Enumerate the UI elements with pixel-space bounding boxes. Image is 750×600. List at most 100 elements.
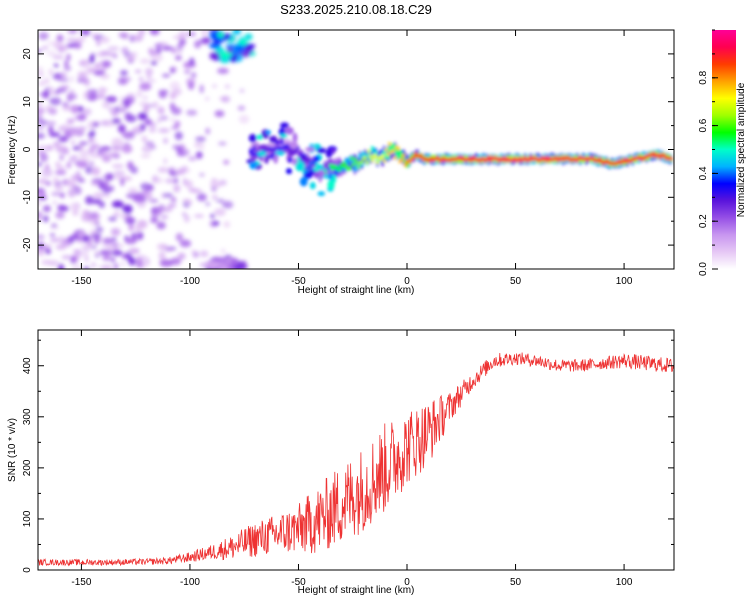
noise-speckle <box>89 144 101 149</box>
noise-speckle <box>132 193 144 203</box>
edge-blob <box>209 42 221 49</box>
noise-speckle <box>66 93 74 102</box>
noise-speckle <box>84 254 89 263</box>
noise-speckle <box>148 122 157 127</box>
noise-speckle <box>99 238 104 242</box>
track-scatter <box>327 158 334 164</box>
noise-speckle <box>56 34 64 43</box>
noise-speckle <box>49 226 60 230</box>
noise-speckle <box>117 124 126 133</box>
spectrogram-xtick-label: -150 <box>71 276 91 287</box>
track-mark <box>341 164 345 169</box>
snr-series-line <box>38 352 674 567</box>
noise-speckle <box>174 120 181 127</box>
noise-speckle <box>46 41 55 46</box>
noise-speckle <box>135 226 141 234</box>
noise-speckle <box>160 214 169 220</box>
noise-speckle <box>55 161 61 168</box>
track-mark <box>328 163 333 168</box>
noise-speckle <box>157 167 169 173</box>
track-scatter <box>316 147 326 154</box>
noise-speckle <box>53 141 61 146</box>
noise-speckle <box>77 73 88 82</box>
noise-speckle <box>69 127 82 136</box>
track-mark <box>334 170 338 176</box>
track-scatter <box>314 171 320 179</box>
noise-speckle <box>70 140 76 145</box>
noise-speckle <box>189 57 195 66</box>
edge-blob <box>231 258 239 266</box>
noise-speckle <box>170 197 177 203</box>
snr-axes: -150 -100 -50 0 50 100 0 100 200 300 400 <box>22 330 674 588</box>
colorbar-tick-label: 0.8 <box>698 70 709 84</box>
noise-speckle <box>59 154 64 161</box>
noise-speckle <box>113 262 119 269</box>
snr-xtick-label: -100 <box>180 577 200 588</box>
noise-speckle <box>139 123 146 132</box>
noise-speckle <box>39 92 51 96</box>
noise-speckle <box>134 69 142 73</box>
noise-speckle <box>161 207 173 212</box>
spectrogram-xtick-label: 100 <box>616 276 633 287</box>
track-mark <box>387 142 392 146</box>
noise-speckle <box>140 154 151 158</box>
spectrogram-marks <box>38 30 673 269</box>
noise-speckle <box>88 147 96 154</box>
track-scatter <box>264 157 269 164</box>
noise-speckle <box>118 244 124 248</box>
noise-speckle <box>54 145 67 149</box>
noise-speckle <box>212 221 220 226</box>
track-scatter <box>299 177 308 187</box>
noise-speckle <box>132 34 144 42</box>
noise-speckle <box>218 141 227 146</box>
track-mark <box>360 160 364 164</box>
track-mark <box>401 153 406 158</box>
track-scatter <box>309 182 316 190</box>
track-mark <box>393 156 397 160</box>
noise-speckle <box>214 110 225 118</box>
snr-xtick-label: -50 <box>291 577 306 588</box>
noise-speckle <box>175 55 182 61</box>
noise-speckle <box>115 107 120 112</box>
noise-speckle <box>39 81 44 86</box>
noise-speckle <box>44 76 50 84</box>
noise-speckle <box>107 245 116 250</box>
noise-speckle <box>158 91 167 99</box>
noise-speckle <box>48 125 54 134</box>
noise-speckle <box>84 61 89 70</box>
noise-speckle <box>98 181 106 190</box>
noise-speckle <box>238 114 250 124</box>
noise-speckle <box>122 204 133 214</box>
noise-speckle <box>157 117 162 124</box>
noise-speckle <box>38 215 43 222</box>
track-mark <box>269 147 274 152</box>
noise-speckle <box>85 195 94 205</box>
noise-speckle <box>167 169 175 175</box>
noise-speckle <box>52 55 65 60</box>
noise-speckle <box>41 46 49 50</box>
track-scatter <box>295 161 305 172</box>
noise-speckle <box>139 101 149 106</box>
noise-speckle <box>145 257 150 266</box>
noise-speckle <box>69 203 79 210</box>
noise-speckle <box>171 107 182 116</box>
noise-speckle <box>51 192 62 196</box>
noise-speckle <box>74 186 82 195</box>
noise-speckle <box>100 50 111 56</box>
noise-speckle <box>215 199 225 203</box>
noise-speckle <box>76 113 87 121</box>
noise-speckle <box>179 239 192 248</box>
noise-speckle <box>201 30 208 37</box>
noise-speckle <box>135 125 141 131</box>
noise-speckle <box>185 180 194 189</box>
noise-speckle <box>66 161 72 169</box>
noise-speckle <box>69 30 78 34</box>
noise-speckle <box>205 97 210 101</box>
noise-speckle <box>239 89 245 93</box>
track-mark <box>386 152 390 156</box>
noise-speckle <box>45 145 53 151</box>
track-mark <box>384 147 389 152</box>
noise-speckle <box>144 141 155 146</box>
